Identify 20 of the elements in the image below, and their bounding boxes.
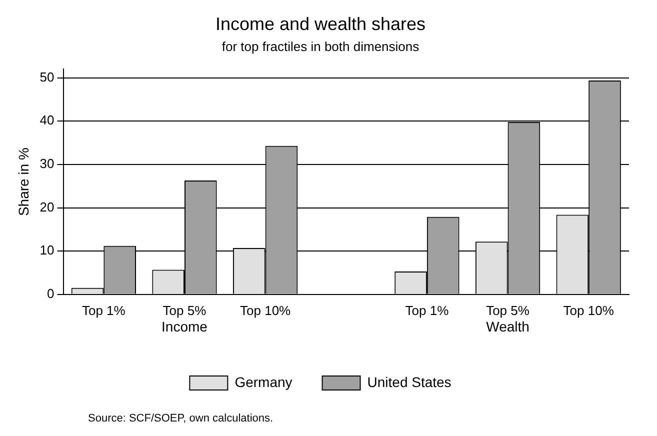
- text: Income: [162, 318, 208, 334]
- x-tick-label: Top 10%: [240, 302, 292, 318]
- text: Wealth: [486, 318, 530, 334]
- y-tick-label: 30: [40, 156, 54, 172]
- y-tick-label: 40: [40, 112, 54, 128]
- y-tick-label: 10: [40, 242, 54, 258]
- x-tick-label: Top 10%: [563, 302, 614, 318]
- chart-title: Income and wealth shares: [215, 14, 426, 34]
- legend-label: United States: [367, 374, 452, 390]
- y-tick-label: 20: [40, 199, 54, 214]
- y-axis-title: Share in %: [15, 148, 32, 216]
- legend-label: Germany: [234, 374, 292, 390]
- source-note: Source: SCF/SOEP, own calculations.: [88, 412, 274, 425]
- x-tick-label: Top 5%: [486, 302, 530, 318]
- chart-subtitle: for top fractiles in both dimensions: [222, 38, 420, 54]
- x-tick-label: Top 5%: [162, 302, 207, 318]
- y-tick-label: 50: [40, 69, 54, 84]
- x-tick-label: Top 1%: [82, 302, 126, 318]
- x-tick-label: Top 1%: [405, 302, 450, 318]
- y-tick-label: 0: [47, 286, 54, 301]
